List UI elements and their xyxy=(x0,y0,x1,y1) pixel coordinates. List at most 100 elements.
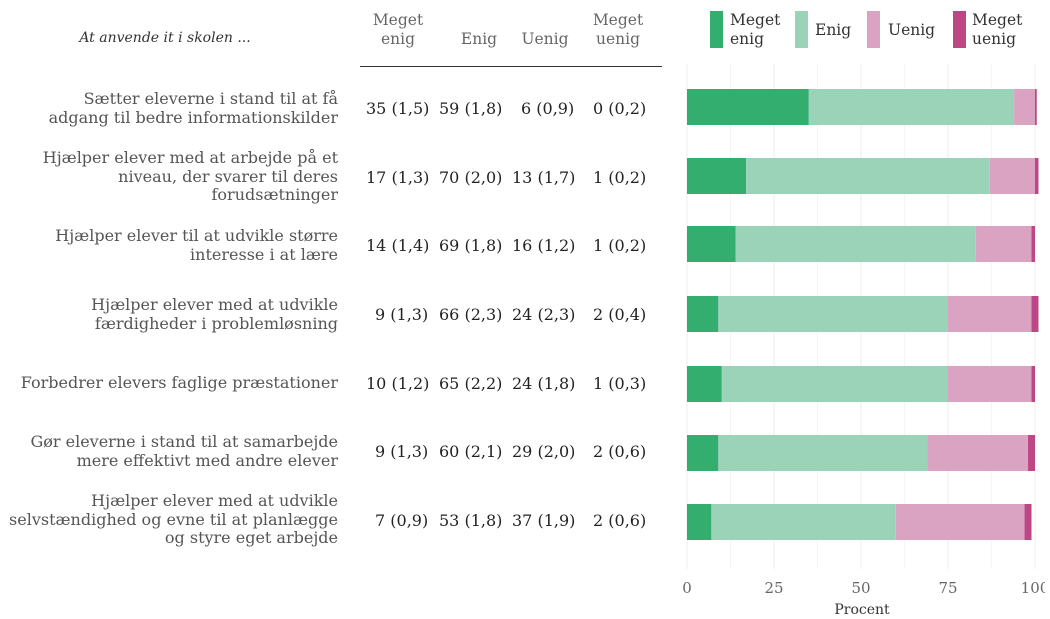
bar-segment-enig xyxy=(718,296,948,332)
x-axis-ticks: 0 25 50 75 100 xyxy=(682,579,1045,597)
x-tick-label: 100 xyxy=(1021,579,1045,597)
bar-segment-uenig xyxy=(975,226,1032,262)
bar-group xyxy=(687,504,1032,540)
legend-swatch-uenig xyxy=(867,11,880,48)
column-header-line2: uenig xyxy=(595,30,641,48)
row-label-line: mere effektivt med andre elever xyxy=(76,450,338,470)
row-label-line: interesse i at lære xyxy=(190,244,338,264)
column-header-uenig: Uenig xyxy=(505,11,585,49)
row-label-line: og styre eget arbejde xyxy=(164,528,338,547)
column-header-meget-enig: Meget enig xyxy=(358,11,438,49)
cell-enig: 60 (2,1) xyxy=(439,442,503,461)
bar-segment-meget-enig xyxy=(687,504,712,540)
row-label-line: færdigheder i problemløsning xyxy=(94,313,338,333)
cell-uenig: 37 (1,9) xyxy=(512,511,576,530)
row-label-line: adgang til bedre informationskilder xyxy=(48,107,338,127)
bar-segment-uenig xyxy=(948,366,1032,402)
bar-group xyxy=(687,435,1035,471)
legend-swatch-meget-uenig xyxy=(953,11,966,48)
bar-groups xyxy=(687,89,1039,540)
cell-uenig: 24 (1,8) xyxy=(512,374,576,393)
bar-group xyxy=(687,158,1039,194)
row-label-line: Gør eleverne i stand til at samarbejde xyxy=(30,432,338,451)
bar-segment-meget-uenig xyxy=(1035,158,1039,194)
bar-segment-meget-uenig xyxy=(1035,89,1037,125)
cell-meget-enig: 14 (1,4) xyxy=(366,236,430,255)
cell-uenig: 29 (2,0) xyxy=(512,442,576,461)
cell-uenig: 6 (0,9) xyxy=(521,99,575,118)
row-label: Hjælper elever med at arbejde på et nive… xyxy=(0,148,338,205)
x-axis-label: Procent xyxy=(834,602,890,618)
row-label-line: Hjælper elever med at udvikle xyxy=(91,295,338,314)
cell-meget-enig: 7 (0,9) xyxy=(375,511,429,530)
column-header-line1: Meget xyxy=(372,11,424,29)
bar-group xyxy=(687,89,1037,125)
column-header-line1 xyxy=(505,11,585,30)
column-header-line1: Meget xyxy=(592,11,644,29)
bar-segment-uenig xyxy=(1014,89,1035,125)
bar-segment-uenig xyxy=(927,435,1029,471)
bar-segment-uenig xyxy=(895,504,1025,540)
legend-swatch-enig xyxy=(795,11,808,48)
table-intro-heading: At anvende it i skolen ... xyxy=(79,30,251,46)
stacked-bar-chart: 0 25 50 75 100 Procent xyxy=(682,64,1045,618)
legend-label-line: Meget xyxy=(730,11,781,29)
cell-meget-uenig: 1 (0,3) xyxy=(593,374,647,393)
cell-enig: 59 (1,8) xyxy=(439,99,503,118)
legend-label-enig: Enig xyxy=(815,21,852,39)
row-label-line: Forbedrer elevers faglige præstationer xyxy=(20,373,338,392)
bar-segment-meget-enig xyxy=(687,226,736,262)
row-label-line: niveau, der svarer til deres xyxy=(118,166,338,186)
x-tick-label: 75 xyxy=(938,579,957,597)
legend-label-line: enig xyxy=(730,30,765,48)
x-tick-label: 25 xyxy=(764,579,783,597)
row-label-line: Hjælper elever til at udvikle større xyxy=(55,226,338,245)
row-label: Sætter eleverne i stand til at få adgang… xyxy=(0,89,338,127)
bar-segment-meget-uenig xyxy=(1024,504,1032,540)
legend-label-meget-enig: Meget enig xyxy=(730,11,780,49)
row-label: Hjælper elever med at udvikle selvstændi… xyxy=(0,491,338,548)
cell-meget-enig: 9 (1,3) xyxy=(375,305,429,324)
cell-meget-enig: 35 (1,5) xyxy=(366,99,430,118)
cell-meget-uenig: 0 (0,2) xyxy=(593,99,647,118)
cell-meget-uenig: 1 (0,2) xyxy=(593,168,647,187)
bar-group xyxy=(687,366,1035,402)
bar-segment-meget-uenig xyxy=(1031,296,1039,332)
cell-meget-enig: 9 (1,3) xyxy=(375,442,429,461)
cell-meget-uenig: 1 (0,2) xyxy=(593,236,647,255)
cell-uenig: 16 (1,2) xyxy=(512,236,576,255)
x-tick-label: 50 xyxy=(851,579,870,597)
x-tick-label: 0 xyxy=(682,579,692,597)
bar-segment-uenig xyxy=(948,296,1032,332)
bar-segment-uenig xyxy=(989,158,1035,194)
column-header-line2: Enig xyxy=(460,30,498,48)
row-label: Gør eleverne i stand til at samarbejde m… xyxy=(0,432,338,470)
cell-meget-enig: 10 (1,2) xyxy=(366,374,430,393)
bar-segment-meget-uenig xyxy=(1028,435,1035,471)
cell-meget-enig: 17 (1,3) xyxy=(366,168,430,187)
bar-segment-enig xyxy=(746,158,990,194)
bar-segment-meget-enig xyxy=(687,296,719,332)
cell-enig: 69 (1,8) xyxy=(439,236,503,255)
bar-segment-enig xyxy=(808,89,1015,125)
row-label-line: Hjælper elever med at arbejde på et xyxy=(42,148,338,167)
header-divider xyxy=(360,66,662,67)
bar-segment-meget-uenig xyxy=(1031,226,1035,262)
bar-segment-enig xyxy=(718,435,928,471)
bar-group xyxy=(687,296,1039,332)
column-header-line2: Uenig xyxy=(521,30,569,48)
column-header-meget-uenig: Meget uenig xyxy=(578,11,658,49)
cell-meget-uenig: 2 (0,6) xyxy=(593,511,647,530)
cell-enig: 70 (2,0) xyxy=(439,168,503,187)
bar-group xyxy=(687,226,1035,262)
cell-enig: 66 (2,3) xyxy=(439,305,503,324)
cell-meget-uenig: 2 (0,4) xyxy=(593,305,647,324)
row-label-line: forudsætninger xyxy=(211,185,338,204)
cell-meget-uenig: 2 (0,6) xyxy=(593,442,647,461)
cell-uenig: 13 (1,7) xyxy=(512,168,576,187)
legend-label-line: uenig xyxy=(972,30,1017,48)
bar-segment-meget-enig xyxy=(687,89,809,125)
row-label-line: Hjælper elever med at udvikle xyxy=(91,491,338,510)
bar-segment-meget-uenig xyxy=(1031,366,1035,402)
bar-segment-enig xyxy=(735,226,976,262)
